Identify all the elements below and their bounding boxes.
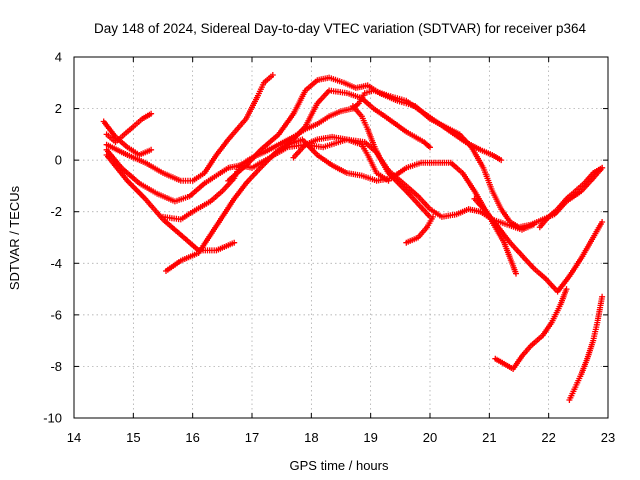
series-markers — [160, 87, 505, 223]
y-tick-label: -6 — [50, 307, 62, 322]
x-tick-label: 18 — [304, 430, 318, 445]
series-markers — [349, 103, 537, 233]
series-arc-7 — [160, 87, 505, 223]
series-arc-14 — [492, 286, 570, 372]
series-arc-1 — [100, 118, 155, 158]
series-arc-2 — [103, 110, 155, 146]
x-tick-label: 19 — [363, 430, 377, 445]
series-arc-11 — [349, 103, 537, 233]
series-arc-12 — [403, 213, 436, 246]
y-tick-label: 2 — [55, 101, 62, 116]
plot-frame — [73, 56, 609, 419]
x-tick-label: 16 — [185, 430, 199, 445]
grid — [74, 57, 608, 418]
series-markers — [403, 213, 436, 246]
series-arc-13 — [471, 195, 519, 277]
series-markers — [103, 110, 155, 146]
series-markers — [100, 118, 155, 158]
x-axis-label: GPS time / hours — [290, 458, 389, 473]
y-tick-label: -8 — [50, 359, 62, 374]
series-markers — [103, 72, 276, 184]
y-tick-label: -10 — [43, 411, 62, 426]
y-tick-label: 4 — [55, 50, 62, 65]
series-arc-6 — [163, 87, 433, 274]
series-markers — [492, 286, 570, 372]
y-axis-label: SDTVAR / TECUs — [7, 185, 22, 290]
x-tick-label: 14 — [67, 430, 81, 445]
series-markers — [290, 133, 392, 184]
y-tick-label: -4 — [50, 256, 62, 271]
series-markers — [566, 293, 606, 403]
series-arc-16 — [566, 293, 606, 403]
series-markers — [163, 87, 433, 274]
series-markers — [536, 164, 606, 231]
y-tick-label: 0 — [55, 153, 62, 168]
chart-title: Day 148 of 2024, Sidereal Day-to-day VTE… — [94, 21, 586, 36]
x-tick-label: 22 — [541, 430, 555, 445]
series-markers — [471, 195, 519, 277]
y-tick-label: -2 — [50, 204, 62, 219]
x-tick-label: 15 — [126, 430, 140, 445]
series-arc-10 — [290, 133, 392, 184]
x-tick-label: 23 — [601, 430, 615, 445]
x-tick-label: 20 — [423, 430, 437, 445]
x-tick-label: 21 — [482, 430, 496, 445]
series-layer — [100, 72, 606, 403]
series-arc-3 — [103, 72, 276, 184]
series-arc-15 — [536, 164, 606, 231]
x-tick-label: 17 — [245, 430, 259, 445]
